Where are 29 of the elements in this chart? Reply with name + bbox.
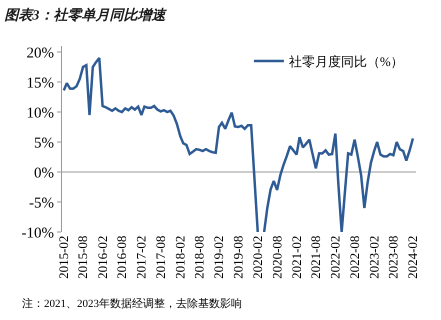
x-tick-label: 2022-02 — [328, 236, 343, 279]
y-tick-label: 10% — [26, 105, 54, 122]
y-tick-label: 15% — [26, 75, 54, 92]
x-tick-label: 2015-02 — [56, 236, 72, 279]
x-tick-label: 2021-08 — [308, 236, 324, 279]
chart-title: 图表3：社零单月同比增速 — [4, 7, 168, 24]
y-tick-label: -5% — [29, 195, 54, 212]
y-tick-label: 5% — [34, 135, 54, 152]
x-tick-label: 2017-08 — [152, 236, 168, 279]
x-tick-label: 2018-08 — [192, 236, 207, 279]
x-tick-label: 2020-02 — [250, 236, 265, 279]
x-tick-label: 2019-02 — [211, 236, 226, 279]
x-tick-label: 2024-02 — [405, 236, 420, 279]
text: 注：2021、2023年数据经调整，去除基数影响 — [22, 297, 242, 310]
x-tick-label: 2016-02 — [94, 236, 110, 279]
x-tick-label: 2022-08 — [346, 236, 362, 279]
y-tick-label: 20% — [26, 45, 54, 62]
y-tick-label: 0% — [34, 165, 54, 182]
legend-label: 社零月度同比（%） — [288, 54, 404, 70]
x-tick-label: 2016-08 — [114, 236, 130, 279]
x-tick-label: 2023-08 — [386, 236, 401, 279]
y-tick-label: -10% — [22, 225, 54, 242]
x-tick-label: 2019-08 — [230, 236, 246, 279]
x-tick-label: 2021-02 — [288, 236, 304, 279]
x-tick-label: 2017-02 — [134, 236, 149, 279]
x-tick-label: 2023-02 — [366, 236, 382, 279]
x-tick-label: 2020-08 — [269, 236, 284, 279]
x-tick-label: 2018-02 — [172, 236, 188, 279]
x-tick-label: 2015-08 — [75, 236, 90, 279]
